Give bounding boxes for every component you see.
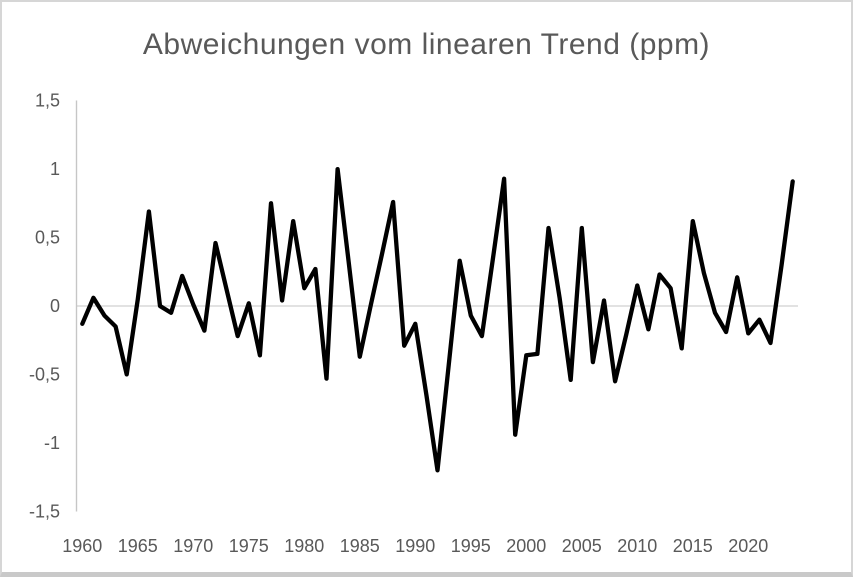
- y-tick-label: 0: [50, 296, 60, 316]
- x-tick-label: 2005: [562, 536, 602, 556]
- x-tick-label: 1965: [118, 536, 158, 556]
- y-tick-label: -0,5: [29, 364, 60, 384]
- x-tick-label: 2010: [617, 536, 657, 556]
- x-tick-label: 1995: [451, 536, 491, 556]
- chart-title: Abweichungen vom linearen Trend (ppm): [142, 28, 711, 61]
- x-tick-label: 1990: [395, 536, 435, 556]
- x-tick-label: 1985: [340, 536, 380, 556]
- y-tick-label: -1: [44, 433, 60, 453]
- x-tick-label: 2020: [728, 536, 768, 556]
- data-series-line: [80, 166, 795, 473]
- y-tick-label: -1,5: [29, 501, 60, 521]
- y-tick-label: 1,5: [35, 91, 60, 111]
- x-tick-label: 1970: [173, 536, 213, 556]
- x-tick-label: 2000: [506, 536, 546, 556]
- x-tick-label: 2015: [673, 536, 713, 556]
- y-tick-label: 0,5: [35, 228, 60, 248]
- x-tick-label: 1975: [229, 536, 269, 556]
- x-tick-label: 1960: [62, 536, 102, 556]
- x-tick-label: 1980: [284, 536, 324, 556]
- y-tick-label: 1: [50, 159, 60, 179]
